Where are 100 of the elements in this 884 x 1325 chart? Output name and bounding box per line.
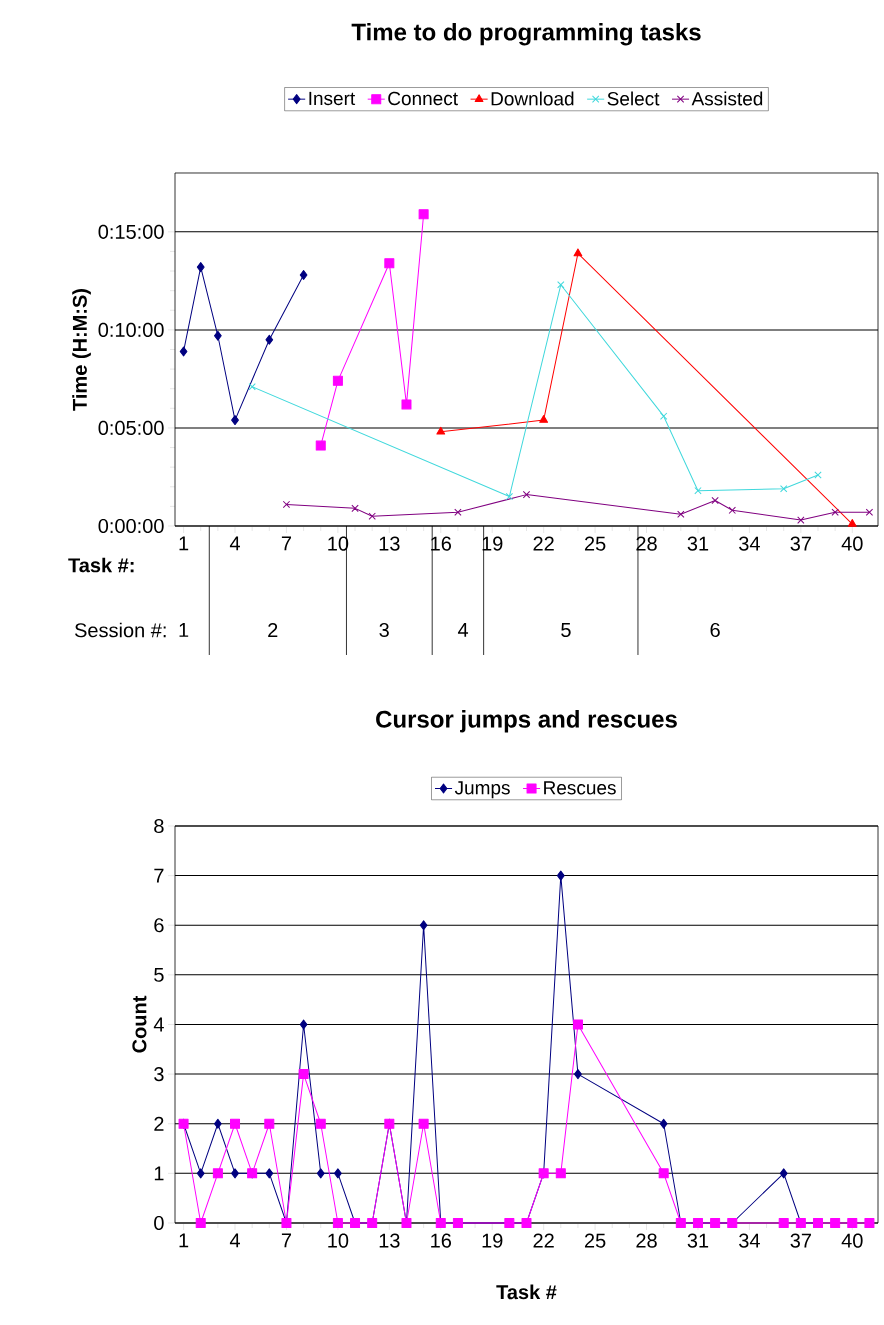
point: [659, 1118, 668, 1129]
point: [299, 269, 308, 280]
x-tick-label: 16: [431, 536, 452, 551]
x-tick-label: 7: [281, 536, 292, 551]
x-tick-label: 37: [790, 536, 811, 551]
point: [195, 1218, 206, 1228]
point: [454, 508, 462, 516]
x-tick-label: 37: [790, 1233, 811, 1248]
point: [196, 262, 205, 273]
x-tick-label: 31: [687, 536, 709, 551]
x-tick-label: 28: [636, 536, 657, 551]
y-tick-label: 7: [154, 868, 164, 883]
point: [230, 1118, 241, 1129]
legend-label: Download: [491, 91, 574, 106]
point: [351, 504, 359, 513]
x-tick-label: 10: [328, 1233, 349, 1248]
x-tick-label: 13: [379, 536, 400, 551]
point: [574, 1069, 582, 1080]
point: [505, 492, 514, 501]
y-tick-label: 0:10:00: [98, 322, 164, 337]
x-tick-label: 40: [841, 1233, 863, 1248]
x-tick-label: 25: [584, 536, 606, 551]
text: 1: [179, 623, 189, 637]
point: [368, 512, 376, 520]
point: [556, 870, 565, 881]
y-tick-label: 2: [154, 1116, 164, 1131]
point: [248, 383, 256, 391]
x-tick-label: 16: [431, 1233, 452, 1248]
point: [332, 375, 343, 386]
point: [864, 1218, 875, 1228]
point: [778, 1218, 789, 1228]
x-axis-title: Task #: [496, 1284, 557, 1300]
point: [334, 1168, 342, 1179]
x-tick-label: 22: [533, 536, 554, 551]
y-axis-title: Count: [132, 995, 147, 1053]
legend-label: Assisted: [691, 91, 763, 106]
point: [384, 258, 395, 269]
point: [213, 330, 222, 341]
point: [179, 346, 188, 357]
text: 4: [457, 623, 469, 637]
point: [694, 487, 702, 495]
point: [865, 508, 874, 516]
x-tick-label: 4: [229, 1233, 240, 1248]
point: [264, 1118, 275, 1129]
text: Session #:: [74, 622, 166, 638]
y-tick-label: 3: [154, 1067, 164, 1082]
chart-title: Time to do programming tasks: [351, 22, 701, 46]
y-tick-label: 1: [154, 1166, 164, 1181]
point: [557, 281, 565, 289]
point: [539, 415, 549, 423]
x-tick-label: 7: [281, 1233, 292, 1248]
point: [830, 1218, 841, 1228]
text: 6: [710, 622, 720, 638]
point: [315, 440, 326, 451]
point: [573, 248, 583, 257]
point: [711, 496, 719, 505]
point: [779, 1168, 788, 1179]
x-tick-label: 13: [379, 1233, 400, 1248]
text: 3: [379, 622, 389, 638]
y-tick-label: 6: [154, 918, 164, 933]
point: [401, 399, 412, 410]
x-tick-label: 4: [229, 536, 240, 551]
x-axis-title: Task #:: [68, 557, 134, 573]
y-tick-label: 5: [154, 967, 164, 982]
point: [196, 1168, 205, 1179]
x-tick-label: 31: [687, 1233, 709, 1248]
point: [572, 1019, 583, 1030]
point: [332, 1218, 343, 1228]
x-tick-label: 25: [584, 1233, 606, 1248]
point: [212, 1168, 223, 1179]
x-tick-label: 22: [533, 1233, 554, 1248]
point: [659, 412, 668, 420]
point: [298, 1069, 309, 1080]
point: [728, 506, 736, 514]
y-tick-label: 0: [154, 1215, 164, 1231]
chart-title: Cursor jumps and rescues: [376, 710, 677, 733]
point: [419, 920, 428, 931]
point: [231, 1168, 239, 1179]
x-tick-label: 40: [841, 536, 863, 551]
point: [265, 1168, 274, 1179]
point: [418, 209, 429, 220]
point: [213, 1118, 222, 1129]
point: [831, 508, 839, 516]
legend-label: Jumps: [454, 781, 510, 799]
text: 2: [268, 623, 278, 637]
point: [231, 415, 239, 426]
y-axis-title: Time (H:M:S): [72, 289, 91, 411]
point: [316, 1168, 325, 1179]
point: [797, 516, 805, 524]
text: 5: [561, 623, 571, 637]
legend-label: Rescues: [544, 781, 616, 795]
x-tick-label: 1: [179, 536, 189, 551]
x-tick-label: 19: [482, 1233, 503, 1248]
legend-label: Insert: [309, 91, 356, 106]
x-tick-label: 1: [179, 1233, 189, 1248]
y-tick-label: 0:05:00: [98, 420, 164, 436]
y-tick-label: 8: [154, 818, 164, 834]
y-tick-label: 0:15:00: [98, 224, 164, 239]
x-tick-label: 34: [739, 536, 760, 551]
point: [299, 1019, 308, 1030]
